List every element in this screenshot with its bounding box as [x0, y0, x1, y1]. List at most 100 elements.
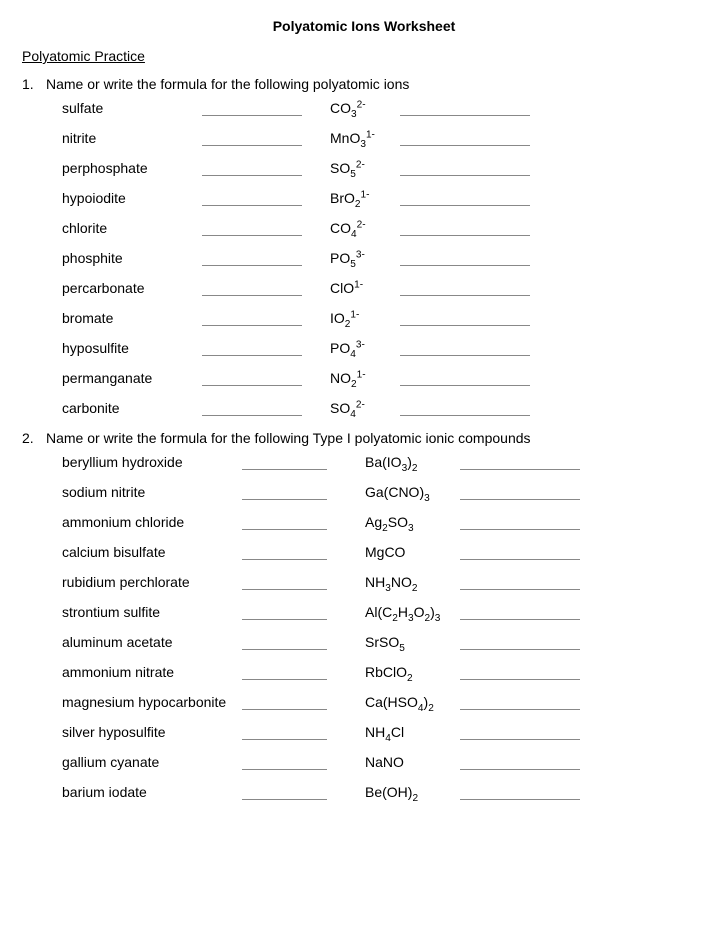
compound-row: strontium sulfiteAl(C2H3O2)3	[22, 604, 706, 620]
answer-blank[interactable]	[460, 544, 580, 560]
answer-blank[interactable]	[400, 220, 530, 236]
compound-name: sodium nitrite	[62, 484, 242, 500]
answer-blank[interactable]	[242, 514, 327, 530]
compound-formula: Be(OH)2	[365, 784, 460, 800]
answer-blank[interactable]	[400, 370, 530, 386]
compound-row: beryllium hydroxideBa(IO3)2	[22, 454, 706, 470]
ion-name: chlorite	[62, 220, 202, 236]
answer-blank[interactable]	[242, 544, 327, 560]
ion-formula: ClO1-	[330, 280, 400, 296]
answer-blank[interactable]	[202, 340, 302, 356]
answer-blank[interactable]	[242, 454, 327, 470]
answer-blank[interactable]	[242, 694, 327, 710]
ion-name: permanganate	[62, 370, 202, 386]
answer-blank[interactable]	[202, 220, 302, 236]
question-number: 2.	[22, 430, 46, 446]
answer-blank[interactable]	[460, 784, 580, 800]
compound-formula: Ba(IO3)2	[365, 454, 460, 470]
answer-blank[interactable]	[460, 454, 580, 470]
answer-blank[interactable]	[202, 370, 302, 386]
compound-name: magnesium hypocarbonite	[62, 694, 242, 710]
compound-name: strontium sulfite	[62, 604, 242, 620]
ion-row: perphosphate SO52-	[22, 160, 706, 176]
answer-blank[interactable]	[460, 724, 580, 740]
answer-blank[interactable]	[400, 250, 530, 266]
compound-name: gallium cyanate	[62, 754, 242, 770]
answer-blank[interactable]	[242, 604, 327, 620]
answer-blank[interactable]	[202, 310, 302, 326]
answer-blank[interactable]	[242, 574, 327, 590]
answer-blank[interactable]	[242, 754, 327, 770]
question-text: Name or write the formula for the follow…	[46, 76, 706, 92]
question-number: 1.	[22, 76, 46, 92]
compound-name: calcium bisulfate	[62, 544, 242, 560]
ion-formula: PO43-	[330, 340, 400, 356]
answer-blank[interactable]	[460, 514, 580, 530]
answer-blank[interactable]	[460, 574, 580, 590]
answer-blank[interactable]	[242, 484, 327, 500]
answer-blank[interactable]	[460, 754, 580, 770]
compound-row: barium iodateBe(OH)2	[22, 784, 706, 800]
answer-blank[interactable]	[400, 130, 530, 146]
ion-formula: BrO21-	[330, 190, 400, 206]
compound-formula: MgCO	[365, 544, 460, 560]
answer-blank[interactable]	[242, 664, 327, 680]
ion-row: chlorite CO42-	[22, 220, 706, 236]
ion-formula: CO42-	[330, 220, 400, 236]
ion-formula: SO42-	[330, 400, 400, 416]
compound-row: rubidium perchlorateNH3NO2	[22, 574, 706, 590]
compound-row: magnesium hypocarbonite Ca(HSO4)2	[22, 694, 706, 710]
question-1: 1. Name or write the formula for the fol…	[22, 76, 706, 92]
section-subtitle: Polyatomic Practice	[22, 48, 706, 64]
answer-blank[interactable]	[202, 280, 302, 296]
answer-blank[interactable]	[460, 484, 580, 500]
compound-name: silver hyposulfite	[62, 724, 242, 740]
ion-row: bromate IO21-	[22, 310, 706, 326]
question-2: 2. Name or write the formula for the fol…	[22, 430, 706, 446]
ion-name: bromate	[62, 310, 202, 326]
answer-blank[interactable]	[242, 724, 327, 740]
answer-blank[interactable]	[202, 160, 302, 176]
answer-blank[interactable]	[460, 694, 580, 710]
answer-blank[interactable]	[460, 604, 580, 620]
ion-row: percarbonateClO1-	[22, 280, 706, 296]
ion-formula: NO21-	[330, 370, 400, 386]
answer-blank[interactable]	[202, 100, 302, 116]
compound-row: silver hyposulfiteNH4Cl	[22, 724, 706, 740]
ion-name: hyposulfite	[62, 340, 202, 356]
answer-blank[interactable]	[242, 634, 327, 650]
ion-row: nitriteMnO31-	[22, 130, 706, 146]
compound-row: calcium bisulfate MgCO	[22, 544, 706, 560]
worksheet-title: Polyatomic Ions Worksheet	[22, 18, 706, 34]
answer-blank[interactable]	[400, 400, 530, 416]
compound-formula: Ca(HSO4)2	[365, 694, 460, 710]
compound-row: aluminum acetateSrSO5	[22, 634, 706, 650]
answer-blank[interactable]	[400, 190, 530, 206]
ion-formula: SO52-	[330, 160, 400, 176]
answer-blank[interactable]	[202, 130, 302, 146]
ion-name: hypoiodite	[62, 190, 202, 206]
compound-row: gallium cyanateNaNO	[22, 754, 706, 770]
answer-blank[interactable]	[400, 100, 530, 116]
answer-blank[interactable]	[400, 160, 530, 176]
answer-blank[interactable]	[400, 340, 530, 356]
ion-row: carboniteSO42-	[22, 400, 706, 416]
question-text: Name or write the formula for the follow…	[46, 430, 706, 446]
answer-blank[interactable]	[400, 310, 530, 326]
ion-row: phosphitePO53-	[22, 250, 706, 266]
ion-formula: IO21-	[330, 310, 400, 326]
answer-blank[interactable]	[460, 664, 580, 680]
ion-name: nitrite	[62, 130, 202, 146]
answer-blank[interactable]	[400, 280, 530, 296]
answer-blank[interactable]	[460, 634, 580, 650]
ion-name: sulfate	[62, 100, 202, 116]
compound-row: sodium nitriteGa(CNO)3	[22, 484, 706, 500]
compound-name: aluminum acetate	[62, 634, 242, 650]
ion-row: permanganate NO21-	[22, 370, 706, 386]
ion-name: perphosphate	[62, 160, 202, 176]
answer-blank[interactable]	[202, 400, 302, 416]
answer-blank[interactable]	[202, 190, 302, 206]
answer-blank[interactable]	[242, 784, 327, 800]
ion-name: phosphite	[62, 250, 202, 266]
answer-blank[interactable]	[202, 250, 302, 266]
